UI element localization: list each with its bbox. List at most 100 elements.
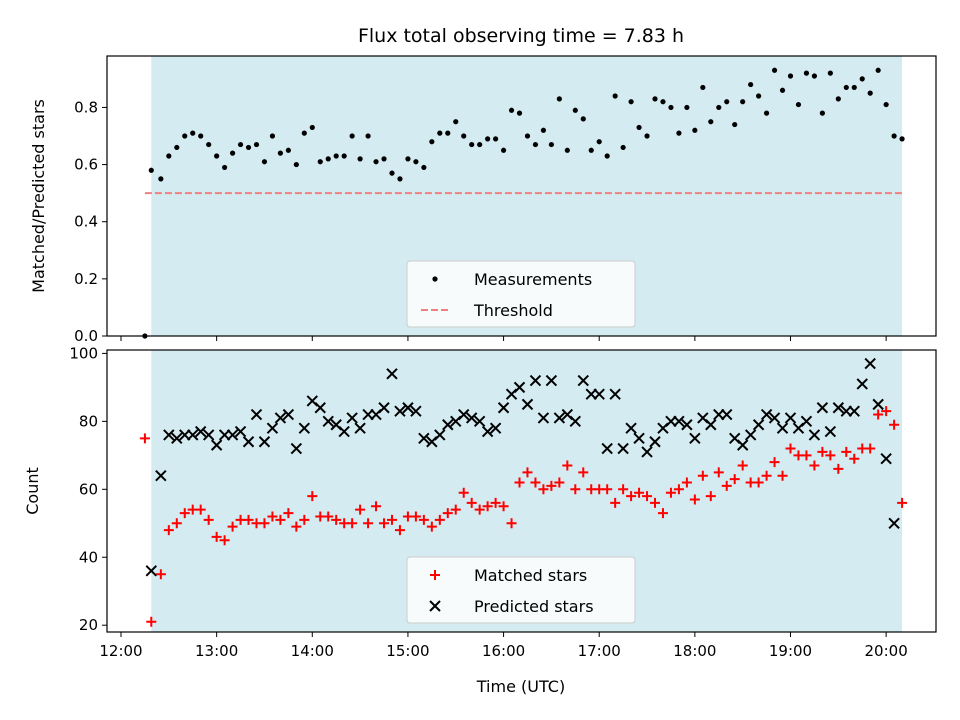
measurement-point [636,124,642,131]
measurement-point [237,141,244,148]
measurement-point [604,153,610,159]
x-tick-label: 16:00 [482,642,525,660]
measurement-point [357,156,363,162]
measurement-point [397,176,403,182]
predicted-star-point [410,405,422,417]
legend-box [406,556,636,624]
measurement-point [564,147,570,153]
predicted-star-point [322,415,334,428]
count-panel-frame [106,349,937,633]
measurement-point [182,133,188,139]
matched-star-point [227,521,238,532]
count-y-axis-label: Count [23,467,42,515]
matched-star-point [729,474,740,485]
predicted-star-point [155,470,167,482]
measurement-point [795,101,802,108]
predicted-star-point [402,402,414,414]
measurement-point [341,153,347,159]
predicted-star-point [776,422,789,434]
predicted-star-point [800,415,813,428]
legend-label: Measurements [474,270,592,289]
predicted-star-point [354,422,366,434]
measurement-point [580,116,586,122]
predicted-star-point [880,453,892,465]
matched-star-point [737,460,748,471]
count-panel: 20 40 60 80 100 12:00 13:00 14:00 15:00 16:00 17:… [23,344,937,660]
measurement-point [748,81,754,88]
matched-star-point [530,477,541,488]
legend-plus-marker [430,570,440,580]
predicted-star-point [418,432,430,445]
measurement-point [859,76,865,82]
y-tick-label: 0.6 [74,156,98,174]
matched-star-point [825,450,836,461]
measurement-point [811,73,818,79]
predicted-star-point [681,419,693,431]
matched-star-point [450,504,461,515]
matched-star-point [769,457,780,468]
predicted-star-point [481,425,494,438]
chart-title: Flux total observing time = 7.83 h [358,25,684,47]
measurement-point [740,99,746,105]
matched-star-point [673,484,684,495]
matched-star-point [626,491,637,502]
measurement-point [461,133,467,139]
x-tick-label: 19:00 [769,642,812,660]
measurement-point [835,96,841,102]
matched-star-point [713,467,724,478]
legend-x-marker [429,600,441,612]
predicted-star-point [744,429,757,441]
measurement-point [158,176,164,182]
measurement-point [532,141,539,148]
measurement-point [389,170,395,176]
measurement-point [485,136,491,142]
measurement-point [652,96,658,102]
predicted-star-point [569,415,582,428]
y-tick-label: 0.2 [74,270,98,288]
matched-star-point [394,525,405,536]
measurement-point [548,141,554,148]
predicted-star-point [145,565,157,577]
measurement-point [277,150,284,156]
predicted-star-point [816,402,829,414]
y-tick-label: 100 [69,344,98,362]
measurement-point [843,84,849,91]
predicted-star-point [489,422,502,434]
predicted-star-point [784,412,797,424]
matched-star-point [610,497,621,508]
matched-star-point [618,484,629,495]
matched-star-point [371,501,382,512]
matched-star-point [307,491,318,502]
matched-star-point [155,569,166,580]
measurement-point [867,90,873,96]
measurement-point [756,93,762,99]
matched-star-point [482,501,493,512]
measurement-point [269,133,276,139]
predicted-star-point [649,436,661,448]
matched-star-point [522,467,533,478]
x-axis-label: Time (UTC) [476,677,565,696]
measurement-point [588,147,594,153]
measurement-point [724,99,730,105]
measurement-point [875,67,881,73]
predicted-star-point [202,429,215,441]
predicted-star-point [856,378,868,390]
measurement-point [700,84,706,91]
y-tick-label: 0.8 [74,98,98,116]
matched-star-point [665,487,676,498]
measurement-point [148,167,154,173]
matched-star-point [650,497,661,508]
matched-star-point [283,508,294,519]
predicted-star-point [314,402,326,414]
predicted-star-point [864,357,876,370]
measurement-point [206,141,212,148]
matched-star-point [267,511,278,522]
x-tick-label: 20:00 [865,642,908,660]
predicted-star-point [641,446,653,458]
matched-star-point [163,525,174,536]
measurement-point [763,110,770,116]
matched-star-point [849,453,860,464]
matched-star-point [506,518,517,529]
x-tick-label: 17:00 [578,642,621,660]
predicted-star-point [497,402,510,414]
